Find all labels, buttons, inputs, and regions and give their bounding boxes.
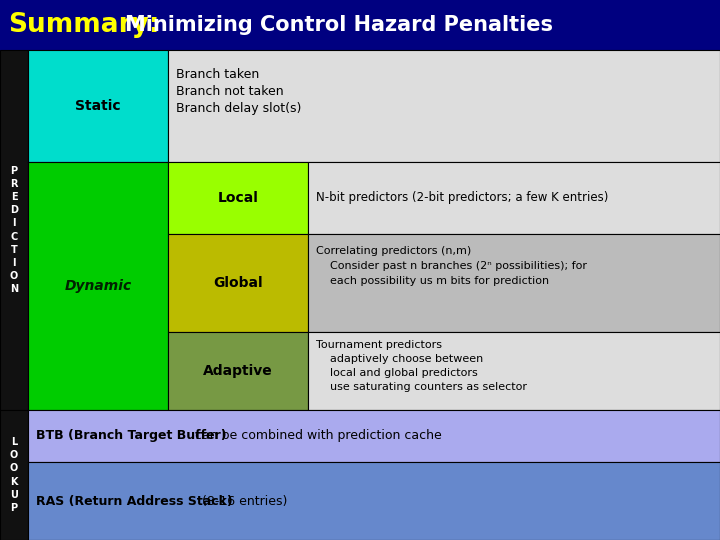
Bar — [28, 162, 168, 410]
Text: Dynamic: Dynamic — [64, 279, 132, 293]
Text: BTB (Branch Target Buffer): BTB (Branch Target Buffer) — [36, 429, 227, 442]
Text: can be combined with prediction cache: can be combined with prediction cache — [191, 429, 442, 442]
Text: Global: Global — [213, 276, 263, 290]
Bar — [28, 410, 720, 462]
Text: Correlating predictors (n,m): Correlating predictors (n,m) — [316, 246, 472, 256]
Text: Adaptive: Adaptive — [203, 364, 273, 378]
Text: adaptively choose between: adaptively choose between — [316, 354, 483, 364]
Bar — [168, 50, 720, 162]
Bar — [308, 162, 720, 234]
Text: N-bit predictors (2-bit predictors; a few K entries): N-bit predictors (2-bit predictors; a fe… — [316, 192, 608, 205]
Text: Tournament predictors: Tournament predictors — [316, 340, 442, 350]
Text: Local: Local — [217, 191, 258, 205]
Bar — [0, 50, 28, 410]
Text: L
O
O
K
U
P: L O O K U P — [10, 437, 18, 513]
Text: P
R
E
D
I
C
T
I
O
N: P R E D I C T I O N — [10, 166, 18, 294]
Bar — [308, 332, 720, 410]
Text: Branch taken: Branch taken — [176, 68, 259, 81]
Text: RAS (Return Address Stack): RAS (Return Address Stack) — [36, 495, 233, 508]
Text: each possibility us m bits for prediction: each possibility us m bits for predictio… — [316, 276, 549, 286]
Text: Static: Static — [75, 99, 121, 113]
Text: (8-16 entries): (8-16 entries) — [194, 495, 287, 508]
Bar — [0, 0, 720, 50]
Text: Branch not taken: Branch not taken — [176, 85, 284, 98]
Bar — [168, 162, 308, 234]
Text: local and global predictors: local and global predictors — [316, 368, 478, 378]
Bar — [0, 410, 28, 540]
Bar — [28, 50, 168, 162]
Bar — [168, 234, 308, 332]
Text: Consider past n branches (2ⁿ possibilities); for: Consider past n branches (2ⁿ possibiliti… — [316, 261, 587, 271]
Bar — [308, 234, 720, 332]
Bar — [168, 332, 308, 410]
Bar — [28, 462, 720, 540]
Text: Branch delay slot(s): Branch delay slot(s) — [176, 102, 302, 115]
Text: Minimizing Control Hazard Penalties: Minimizing Control Hazard Penalties — [125, 15, 553, 35]
Text: use saturating counters as selector: use saturating counters as selector — [316, 382, 527, 392]
Text: Summary:: Summary: — [8, 12, 160, 38]
